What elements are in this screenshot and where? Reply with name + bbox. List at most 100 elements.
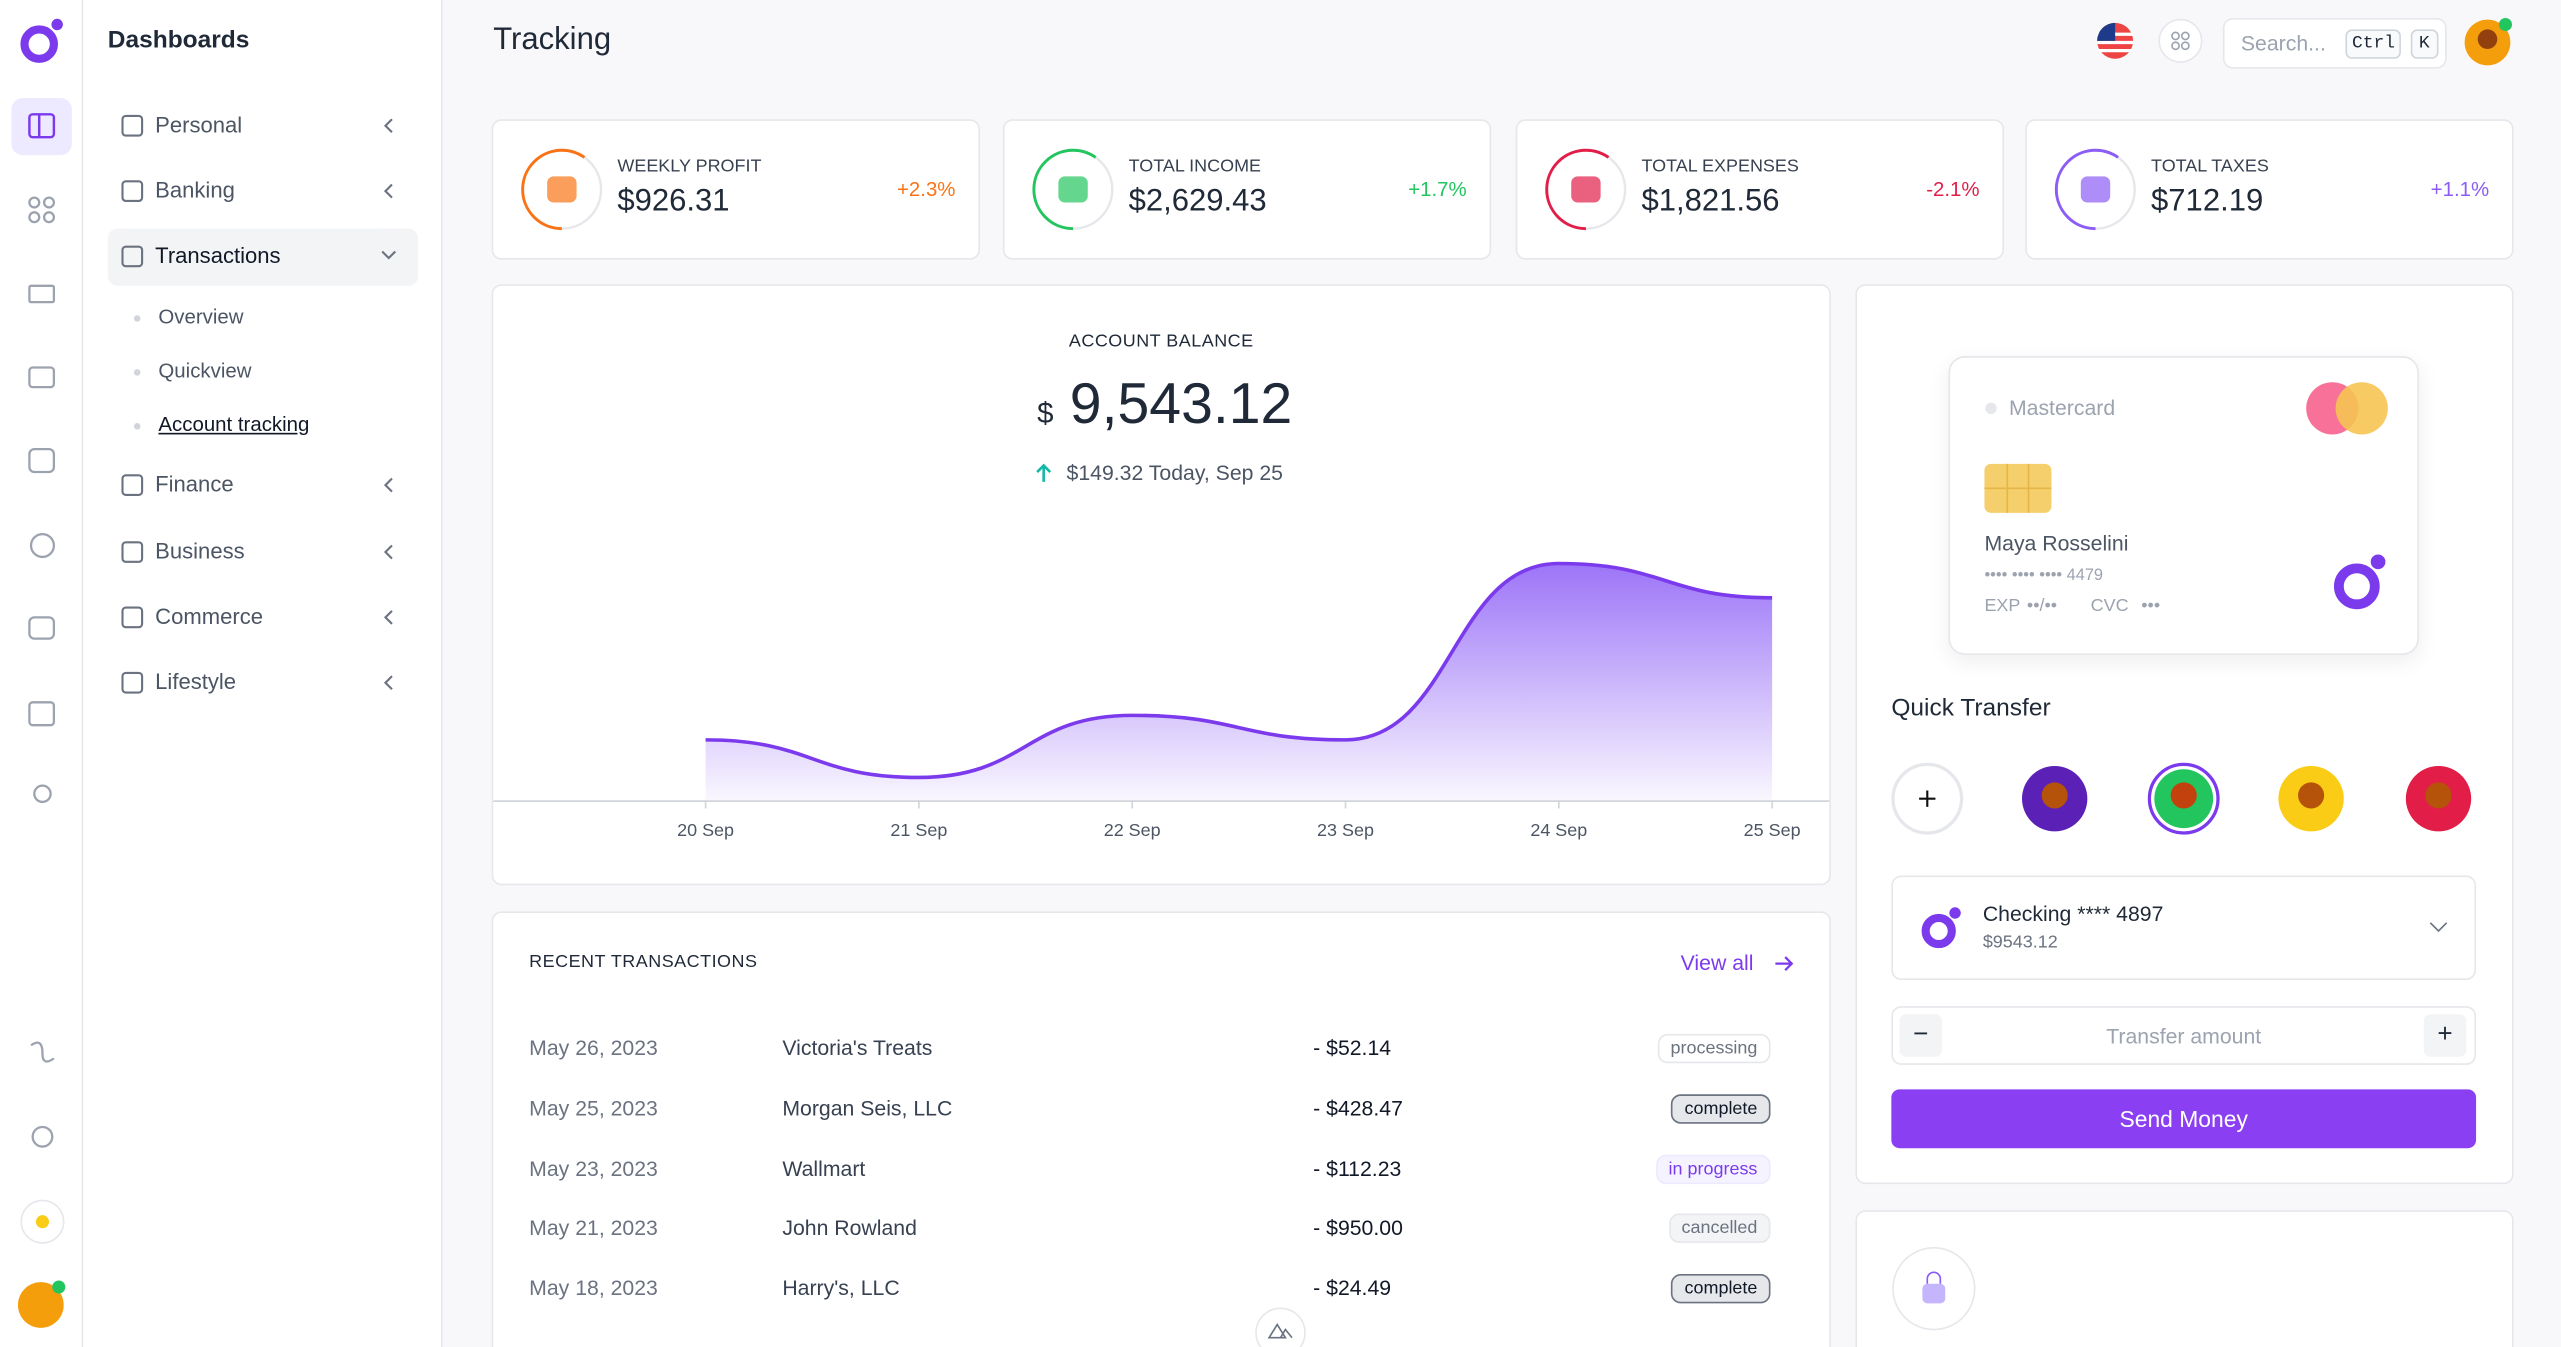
chevron xyxy=(383,544,393,560)
nav-item[interactable]: Business xyxy=(108,524,418,580)
stat-change: +1.7% xyxy=(1408,178,1467,201)
nav-item[interactable]: Personal xyxy=(108,98,418,154)
nav-icons xyxy=(121,606,393,629)
x-tick-label: 25 Sep xyxy=(1744,820,1801,840)
sidebar-title: Dashboards xyxy=(107,26,250,54)
cvc: ••• xyxy=(2141,596,2161,616)
nav-icons xyxy=(121,245,397,268)
stat-value: $2,629.43 xyxy=(1128,184,1267,219)
search-placeholder: Search... xyxy=(2240,31,2326,56)
ring-arc xyxy=(2054,148,2137,231)
subnav-item[interactable]: Account tracking xyxy=(158,413,310,437)
tx-name: Harry's, LLC xyxy=(782,1275,900,1301)
nav-label: Business xyxy=(155,538,245,564)
x-tick-label: 21 Sep xyxy=(890,820,947,840)
tx-amount: - $52.14 xyxy=(1313,1035,1392,1061)
tx-date: May 26, 2023 xyxy=(529,1035,658,1061)
nav-icon xyxy=(121,541,144,563)
currency: $ xyxy=(1037,396,1054,430)
section-title: Quick Transfer xyxy=(1891,694,2051,722)
tx-name: Morgan Seis, LLC xyxy=(782,1095,953,1121)
stat-card: WEEKLY PROFIT $926.31 +2.3% xyxy=(491,119,980,260)
nav-item[interactable]: Lifestyle xyxy=(108,655,418,711)
nav-item[interactable]: Finance xyxy=(108,457,418,513)
nav-icons xyxy=(121,180,393,202)
stat-card: TOTAL INCOME $2,629.43 +1.7% xyxy=(1002,119,1492,260)
search-box[interactable]: Search... Ctrl K xyxy=(2222,17,2447,69)
active-bg xyxy=(107,228,419,286)
x-tick-label: 24 Sep xyxy=(1530,820,1587,840)
account-name: Checking **** 4897 xyxy=(1982,901,2164,927)
card-brand: Mastercard xyxy=(2008,395,2116,420)
subnav-dot xyxy=(133,369,141,376)
tx-status: in progress xyxy=(1655,1154,1771,1184)
stat-label: WEEKLY PROFIT xyxy=(617,156,762,177)
nav-label: Banking xyxy=(155,178,235,203)
chevron xyxy=(383,675,393,690)
flag[interactable] xyxy=(2091,16,2156,68)
contacts xyxy=(1891,762,2472,835)
send-button[interactable]: Send Money xyxy=(1891,1089,2477,1149)
stat-icon xyxy=(2080,176,2111,203)
chevron xyxy=(383,118,393,134)
account-logo xyxy=(1921,907,1961,949)
nav-label: Commerce xyxy=(155,604,263,629)
nav-icons xyxy=(121,114,393,137)
card-number: •••• •••• •••• 4479 xyxy=(1984,566,2104,585)
balance: 9,543.12 xyxy=(1069,372,1293,437)
cvc-label: CVC xyxy=(2090,596,2129,616)
line xyxy=(705,561,1773,780)
view-all[interactable]: View all xyxy=(1680,950,1754,976)
tx-amount: - $950.00 xyxy=(1313,1215,1403,1241)
nav-item[interactable]: Commerce xyxy=(108,590,418,646)
plus-button[interactable]: + xyxy=(2423,1014,2467,1057)
stat-label: TOTAL EXPENSES xyxy=(1641,156,1799,177)
icon-rail xyxy=(0,0,84,1347)
tx-name: Wallmart xyxy=(782,1155,866,1181)
transactions-title: RECENT TRANSACTIONS xyxy=(529,952,758,972)
nav-icon xyxy=(121,474,144,496)
nav-icon xyxy=(121,114,144,137)
subnav-item[interactable]: Overview xyxy=(158,305,244,329)
subnav-dot xyxy=(133,315,141,322)
apps-button[interactable] xyxy=(2156,16,2208,68)
chevron xyxy=(383,183,393,199)
stat-value: $1,821.56 xyxy=(1641,184,1780,219)
account-select[interactable]: Checking **** 4897 $9543.12 xyxy=(1891,875,2477,980)
amount-input[interactable]: − Transfer amount + xyxy=(1891,1006,2477,1065)
chevron xyxy=(381,250,397,260)
nav-icon xyxy=(121,606,144,629)
bag-icon xyxy=(1892,1247,1976,1331)
stat-label: TOTAL TAXES xyxy=(2151,156,2269,177)
tx-status: complete xyxy=(1671,1093,1771,1124)
tx-name: John Rowland xyxy=(782,1215,917,1241)
card-holder: Maya Rosselini xyxy=(1984,530,2129,556)
transactions-card: RECENT TRANSACTIONS View all May 26, 202… xyxy=(491,911,1831,1347)
subnav-dot xyxy=(133,423,141,430)
amount-placeholder: Transfer amount xyxy=(2106,1024,2262,1049)
minus-button[interactable]: − xyxy=(1899,1014,1942,1057)
tx-status: complete xyxy=(1671,1274,1771,1304)
stat-ring xyxy=(1032,148,1114,231)
tx-date: May 18, 2023 xyxy=(529,1275,658,1301)
subnav-item[interactable]: Quickview xyxy=(158,359,252,383)
nav-label: Personal xyxy=(155,112,243,138)
tx-date: May 25, 2023 xyxy=(529,1095,658,1121)
nav-icon xyxy=(121,180,144,202)
chevron xyxy=(383,610,393,625)
nuxt-badge xyxy=(1255,1307,1306,1347)
nav-item[interactable]: Transactions xyxy=(108,229,418,285)
stat-icon xyxy=(1571,176,1601,203)
stat-value: $926.31 xyxy=(617,184,730,219)
bottom-card xyxy=(1855,1210,2514,1347)
stat-card: TOTAL EXPENSES $1,821.56 -2.1% xyxy=(1515,119,2005,260)
area xyxy=(705,563,1773,801)
tx-status: cancelled xyxy=(1668,1214,1771,1244)
exp: ••/•• xyxy=(2026,596,2058,616)
chevron xyxy=(2429,922,2448,933)
nav-item[interactable]: Banking xyxy=(108,163,418,219)
stat-label: TOTAL INCOME xyxy=(1128,156,1262,177)
tx-amount: - $112.23 xyxy=(1313,1155,1402,1181)
avatar[interactable] xyxy=(2461,16,2517,68)
